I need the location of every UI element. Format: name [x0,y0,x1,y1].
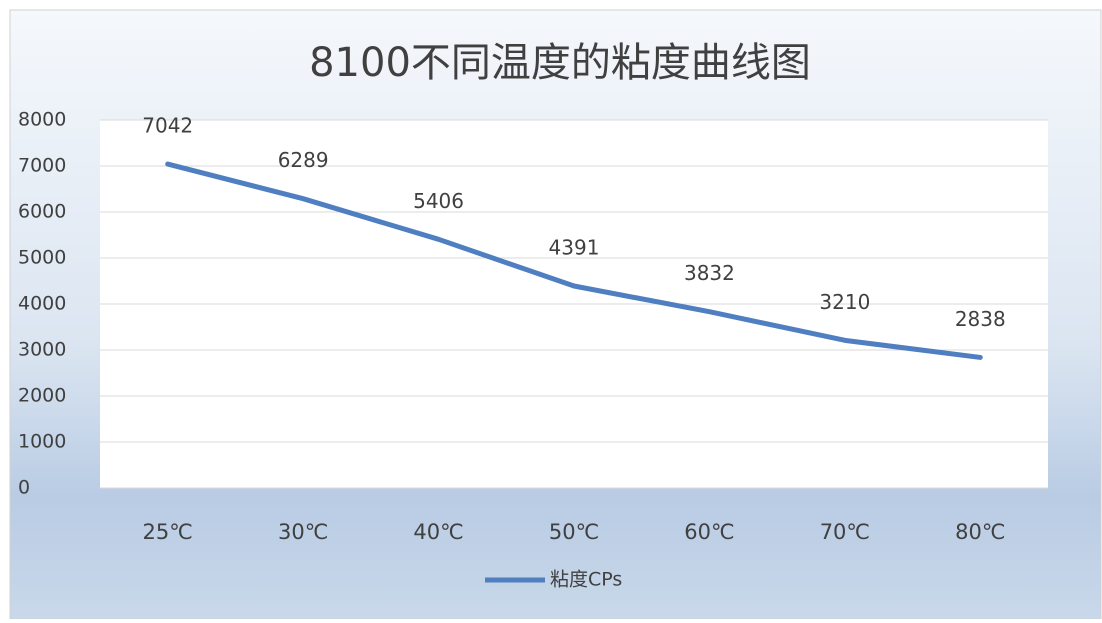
y-tick-label: 7000 [18,155,66,177]
y-tick-label: 3000 [18,339,66,361]
x-tick-label: 50℃ [549,520,599,544]
x-tick-label: 80℃ [955,520,1005,544]
legend-label: 粘度CPs [550,569,622,591]
data-label: 2838 [955,307,1006,331]
y-tick-label: 2000 [18,385,66,407]
x-tick-label: 30℃ [278,520,328,544]
data-label: 3210 [819,290,870,314]
x-tick-label: 70℃ [820,520,870,544]
data-label: 7042 [142,114,193,138]
data-label: 5406 [413,189,464,213]
data-label: 6289 [278,148,329,172]
x-tick-label: 40℃ [413,520,463,544]
y-tick-label: 0 [18,477,30,499]
x-tick-label: 60℃ [684,520,734,544]
y-tick-label: 6000 [18,201,66,223]
data-label: 4391 [549,236,600,260]
x-tick-label: 25℃ [143,520,193,544]
data-label: 3832 [684,261,735,285]
y-tick-label: 1000 [18,431,66,453]
chart-title: 8100不同温度的粘度曲线图 [309,40,811,86]
y-tick-label: 5000 [18,247,66,269]
y-tick-label: 4000 [18,293,66,315]
y-tick-label: 8000 [18,109,66,131]
line [165,161,983,360]
